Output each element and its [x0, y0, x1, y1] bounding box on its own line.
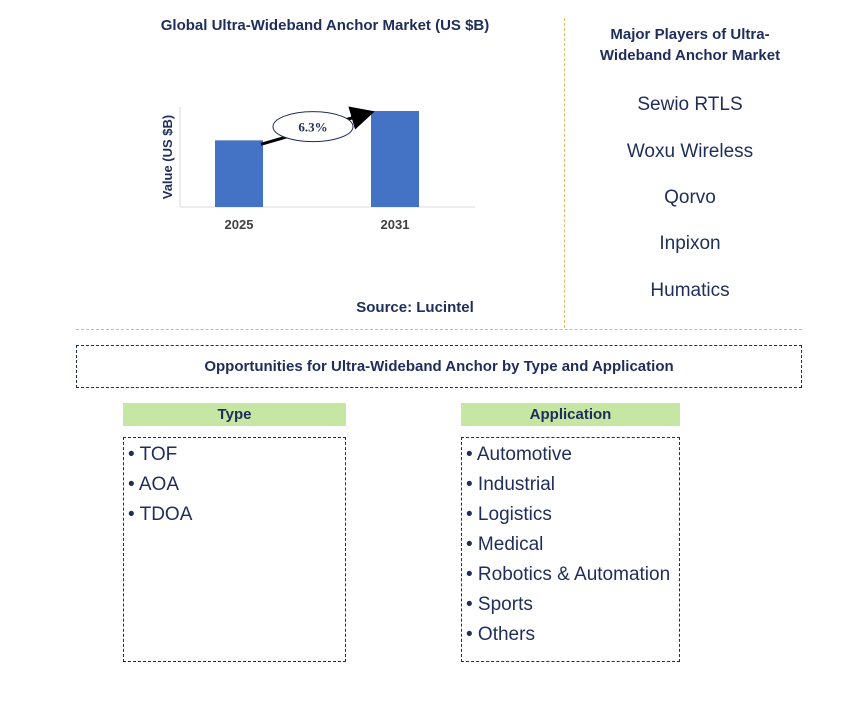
list-item: • Medical	[466, 534, 544, 555]
application-list: • Automotive • Industrial • Logistics • …	[461, 437, 680, 662]
list-item: • TDOA	[128, 504, 193, 525]
horizontal-divider	[76, 329, 802, 330]
cagr-ellipse	[272, 111, 354, 143]
type-header: Type	[123, 403, 346, 426]
bar-2025	[215, 140, 263, 207]
player-item: Sewio RTLS	[637, 94, 743, 115]
bar-2031	[371, 111, 419, 207]
bar-chart: Value (US $B) 2025 2031 6.3%	[160, 106, 475, 232]
list-item: • Automotive	[466, 444, 572, 465]
player-item: Woxu Wireless	[626, 141, 754, 162]
type-list: • TOF • AOA • TDOA	[123, 437, 346, 662]
player-item: Qorvo	[664, 187, 716, 208]
player-item: Inpixon	[659, 233, 721, 254]
list-item: • Others	[466, 624, 535, 645]
chart-title: Global Ultra-Wideband Anchor Market (US …	[160, 17, 490, 34]
opportunities-title: Opportunities for Ultra-Wideband Anchor …	[204, 358, 674, 375]
list-item: • AOA	[128, 474, 180, 495]
source-label: Source: Lucintel	[356, 299, 474, 316]
x-tick-label: 2031	[381, 217, 410, 232]
players-title: Major Players of Ultra-Wideband Anchor M…	[599, 26, 781, 64]
x-tick-label: 2025	[225, 217, 254, 232]
application-header: Application	[461, 403, 680, 426]
list-item: • Robotics & Automation	[466, 564, 671, 585]
list-item: • TOF	[128, 444, 178, 465]
cagr-label: 6.3%	[298, 120, 327, 135]
vertical-divider	[564, 18, 565, 328]
y-axis-label: Value (US $B)	[160, 115, 175, 200]
list-item: • Logistics	[466, 504, 552, 525]
list-item: • Sports	[466, 594, 533, 615]
player-item: Humatics	[650, 280, 730, 301]
opportunities-title-box: Opportunities for Ultra-Wideband Anchor …	[76, 345, 802, 388]
list-item: • Industrial	[466, 474, 556, 495]
